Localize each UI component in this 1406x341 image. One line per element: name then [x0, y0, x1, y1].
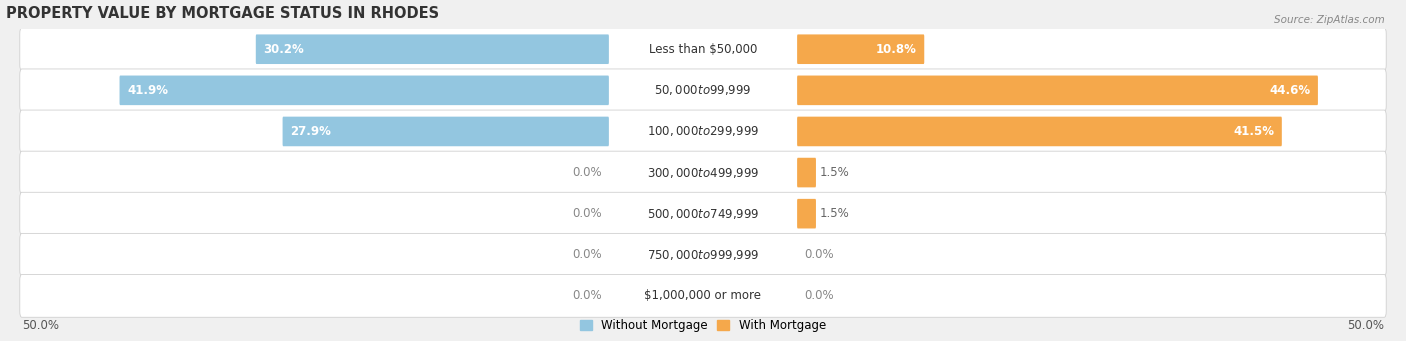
- FancyBboxPatch shape: [797, 199, 815, 228]
- Text: $500,000 to $749,999: $500,000 to $749,999: [647, 207, 759, 221]
- Text: 0.0%: 0.0%: [804, 248, 834, 261]
- FancyBboxPatch shape: [797, 117, 1282, 146]
- Text: 0.0%: 0.0%: [804, 290, 834, 302]
- FancyBboxPatch shape: [797, 34, 924, 64]
- Text: 1.5%: 1.5%: [820, 166, 849, 179]
- FancyBboxPatch shape: [120, 76, 609, 105]
- Text: 0.0%: 0.0%: [572, 248, 602, 261]
- Text: Source: ZipAtlas.com: Source: ZipAtlas.com: [1274, 15, 1385, 25]
- Text: 10.8%: 10.8%: [876, 43, 917, 56]
- Text: 0.0%: 0.0%: [572, 166, 602, 179]
- Text: 30.2%: 30.2%: [263, 43, 304, 56]
- Text: 44.6%: 44.6%: [1270, 84, 1310, 97]
- Text: $300,000 to $499,999: $300,000 to $499,999: [647, 166, 759, 180]
- FancyBboxPatch shape: [797, 76, 1317, 105]
- FancyBboxPatch shape: [20, 28, 1386, 71]
- Text: $50,000 to $99,999: $50,000 to $99,999: [654, 83, 752, 97]
- Text: 0.0%: 0.0%: [572, 290, 602, 302]
- FancyBboxPatch shape: [283, 117, 609, 146]
- FancyBboxPatch shape: [256, 34, 609, 64]
- Text: 1.5%: 1.5%: [820, 207, 849, 220]
- Text: 41.5%: 41.5%: [1233, 125, 1274, 138]
- Text: 41.9%: 41.9%: [127, 84, 167, 97]
- FancyBboxPatch shape: [20, 233, 1386, 276]
- Text: 0.0%: 0.0%: [572, 207, 602, 220]
- Text: $1,000,000 or more: $1,000,000 or more: [644, 290, 762, 302]
- Text: 27.9%: 27.9%: [290, 125, 330, 138]
- Text: $100,000 to $299,999: $100,000 to $299,999: [647, 124, 759, 138]
- FancyBboxPatch shape: [20, 275, 1386, 317]
- Legend: Without Mortgage, With Mortgage: Without Mortgage, With Mortgage: [575, 315, 831, 337]
- FancyBboxPatch shape: [797, 158, 815, 187]
- FancyBboxPatch shape: [20, 151, 1386, 194]
- FancyBboxPatch shape: [20, 110, 1386, 153]
- Text: 50.0%: 50.0%: [1347, 319, 1384, 332]
- Text: Less than $50,000: Less than $50,000: [648, 43, 758, 56]
- FancyBboxPatch shape: [20, 69, 1386, 112]
- Text: 50.0%: 50.0%: [22, 319, 59, 332]
- Text: PROPERTY VALUE BY MORTGAGE STATUS IN RHODES: PROPERTY VALUE BY MORTGAGE STATUS IN RHO…: [6, 5, 439, 20]
- Text: $750,000 to $999,999: $750,000 to $999,999: [647, 248, 759, 262]
- FancyBboxPatch shape: [20, 192, 1386, 235]
